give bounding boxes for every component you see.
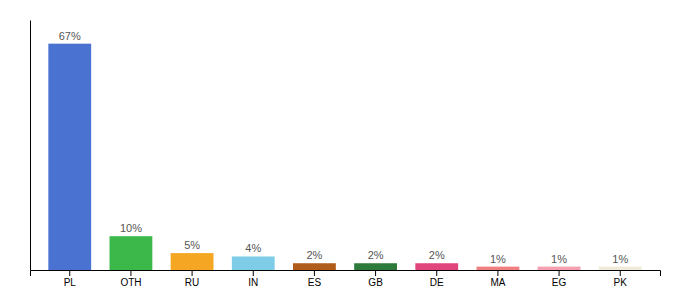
- x-tick-mark: [375, 270, 376, 276]
- x-tick: EG: [552, 270, 567, 288]
- bar: [415, 263, 458, 270]
- x-tick-label: OTH: [120, 277, 141, 288]
- bar: [599, 267, 642, 270]
- bar: [110, 236, 153, 270]
- x-tick: MA: [490, 270, 505, 288]
- x-tick-mark: [620, 270, 621, 276]
- bar: [48, 44, 91, 270]
- bar: [232, 256, 275, 270]
- data-label: 1%: [612, 253, 628, 265]
- x-tick-mark: [559, 270, 560, 276]
- data-label: 5%: [184, 239, 200, 251]
- data-label: 67%: [59, 30, 81, 42]
- x-tick-label: GB: [368, 277, 383, 288]
- bar: [477, 267, 520, 270]
- bar: [538, 267, 581, 270]
- x-tick: IN: [248, 270, 258, 288]
- x-tick: OTH: [120, 270, 141, 288]
- x-tick-mark: [253, 270, 254, 276]
- y-axis-line: [30, 21, 31, 271]
- data-label: 2%: [368, 249, 384, 261]
- x-axis: PL OTH RU IN ES GB DE MA EG PK: [31, 270, 661, 288]
- data-label: 4%: [245, 242, 261, 254]
- data-label: 1%: [490, 253, 506, 265]
- x-tick-label: RU: [185, 277, 199, 288]
- x-tick-mark: [436, 270, 437, 276]
- x-tick-label: ES: [308, 277, 322, 288]
- x-axis-line: [31, 271, 661, 277]
- data-label: 1%: [551, 253, 567, 265]
- bar: [171, 253, 214, 270]
- x-tick-label: PK: [614, 277, 628, 288]
- x-tick-label: PL: [64, 277, 77, 288]
- x-tick-label: EG: [552, 277, 567, 288]
- bar: [293, 263, 336, 270]
- x-tick-mark: [497, 270, 498, 276]
- x-tick-mark: [314, 270, 315, 276]
- x-tick-mark: [69, 270, 70, 276]
- x-tick: DE: [430, 270, 444, 288]
- data-label: 10%: [120, 222, 142, 234]
- data-label: 2%: [429, 249, 445, 261]
- x-tick-mark: [130, 270, 131, 276]
- plot: PL OTH RU IN ES GB DE MA EG PK 67% 10% 5% 4% 2% 2% 2% 1% 1…: [31, 21, 661, 289]
- x-tick-label: MA: [490, 277, 505, 288]
- x-tick-label: DE: [430, 277, 444, 288]
- x-tick-mark: [192, 270, 193, 276]
- data-labels: 67% 10% 5% 4% 2% 2% 2% 1% 1% 1%: [59, 30, 629, 265]
- chart: PL OTH RU IN ES GB DE MA EG PK 67% 10% 5% 4% 2% 2% 2% 1% 1…: [0, 0, 680, 300]
- x-tick: RU: [185, 270, 199, 288]
- x-tick-label: IN: [248, 277, 258, 288]
- y-axis: [30, 21, 31, 271]
- bars: [48, 44, 641, 270]
- x-tick: PL: [64, 270, 77, 288]
- bar: [354, 263, 397, 270]
- x-tick: GB: [368, 270, 383, 288]
- x-tick: PK: [614, 270, 628, 288]
- data-label: 2%: [306, 249, 322, 261]
- x-tick: ES: [308, 270, 322, 288]
